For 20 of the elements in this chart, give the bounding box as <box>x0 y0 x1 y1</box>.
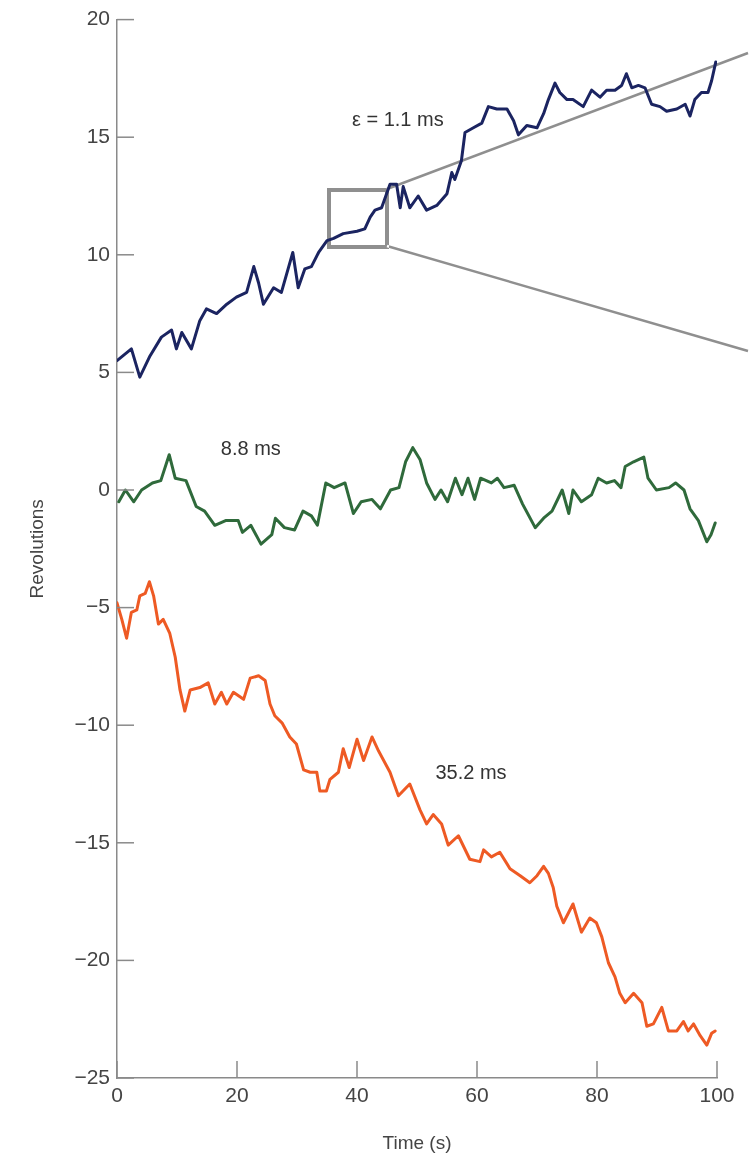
y-tick-label: 20 <box>86 6 110 30</box>
y-tick-label: −25 <box>74 1064 110 1088</box>
y-tick-label: 15 <box>86 124 110 147</box>
y-axis-title: Revolutions <box>25 499 47 599</box>
y-tick-label: 0 <box>98 476 110 500</box>
series-label: 35.2 ms <box>435 760 507 783</box>
text: 8.8 ms <box>220 436 281 459</box>
series-label: ε = 1.1 ms <box>351 107 444 130</box>
x-tick-label: 20 <box>225 1083 249 1107</box>
x-tick-label: 60 <box>465 1083 489 1107</box>
x-axis-title: Time (s) <box>382 1131 452 1153</box>
y-tick-label: −15 <box>74 829 110 853</box>
x-tick-label: 80 <box>585 1083 609 1107</box>
y-tick-label: −20 <box>74 947 110 971</box>
x-tick-label: 100 <box>699 1083 735 1107</box>
y-tick-label: −10 <box>74 712 110 735</box>
y-tick-label: −5 <box>86 594 110 618</box>
y-tick-label: 5 <box>98 359 110 383</box>
x-tick-label: 40 <box>345 1083 369 1107</box>
y-tick-label: 10 <box>86 241 110 265</box>
